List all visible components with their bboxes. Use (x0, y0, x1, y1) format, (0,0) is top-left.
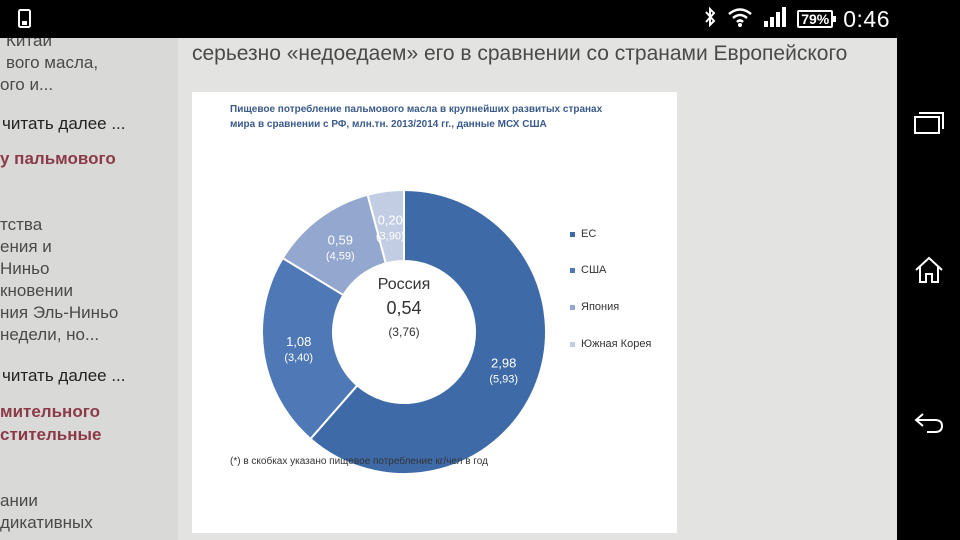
article-title-3[interactable]: мительного стительные (0, 400, 102, 446)
web-content[interactable]: Китай вого масла, ого и... читать далее … (0, 38, 897, 540)
article-excerpt-3[interactable]: ании дикативных (0, 490, 93, 534)
center-value: 0,54 (386, 298, 421, 318)
sidebar-articles[interactable]: Китай вого масла, ого и... читать далее … (0, 38, 178, 540)
excerpt-line: ния Эль-Ниньо (0, 303, 119, 322)
wifi-icon (727, 6, 753, 33)
slice-per-capita-label: (3,90) (376, 230, 405, 242)
excerpt-line: кновении (0, 281, 73, 300)
phone-icon (18, 9, 32, 34)
excerpt-line: ании (0, 491, 38, 510)
battery-icon: 79% (797, 10, 837, 28)
legend-swatch (570, 304, 575, 310)
legend-swatch (570, 267, 575, 273)
slice-per-capita-label: (3,40) (284, 352, 313, 364)
signal-icon (763, 6, 787, 33)
home-icon (915, 256, 943, 283)
legend-swatch (570, 341, 575, 347)
slice-value-label: 0,59 (328, 233, 353, 248)
chart-title-line: мира в сравнении с РФ, млн.тн. 2013/2014… (230, 119, 547, 130)
article-excerpt-1[interactable]: Китай вого масла, ого и... (0, 38, 98, 96)
legend-item-japan: Япония (570, 301, 619, 313)
donut-chart: 2,98 (5,93) 1,08 (3,40) 0,59 (4,59) 0,20 (3,90)… (261, 188, 547, 475)
recent-apps-icon (914, 112, 944, 134)
title-line: стительные (0, 425, 102, 444)
excerpt-line: дикативных (0, 513, 93, 532)
slice-per-capita-label: (4,59) (326, 251, 355, 263)
legend-label: Южная Корея (581, 338, 652, 350)
legend-item-usa: США (570, 264, 606, 276)
article-title-2[interactable]: у пальмового (0, 149, 116, 168)
home-button[interactable] (911, 252, 947, 288)
excerpt-line: тства (0, 215, 43, 234)
excerpt-line: вого масла, (6, 53, 99, 72)
title-line: мительного (0, 402, 100, 421)
status-bar: 79% 0:46 (0, 0, 960, 38)
slice-per-capita-label: (5,93) (489, 373, 518, 385)
legend-item-eu: ЕС (570, 228, 596, 240)
center-title: Россия (378, 276, 430, 293)
center-per-capita: (3,76) (388, 325, 419, 339)
excerpt-line: Китай (6, 38, 52, 50)
legend-swatch (570, 231, 575, 237)
excerpt-line: ения и (0, 237, 52, 256)
article-paragraph-line: серьезно «недоедаем» его в сравнении со … (192, 42, 848, 65)
legend-label: Япония (581, 301, 620, 313)
excerpt-line: ого и... (0, 75, 54, 94)
chart-image: Пищевое потребление пальмового масла в к… (192, 92, 677, 533)
legend-item-korea: Южная Корея (570, 338, 651, 350)
read-more-link[interactable]: читать далее ... (2, 114, 126, 133)
legend-label: США (581, 264, 607, 276)
slice-value-label: 0,20 (378, 212, 403, 227)
navigation-bar (897, 38, 960, 540)
chart-title-line: Пищевое потребление пальмового масла в к… (230, 104, 603, 115)
excerpt-line: недели, но... (0, 325, 100, 344)
back-icon (914, 413, 944, 433)
read-more-link[interactable]: читать далее ... (2, 366, 126, 385)
article-excerpt-2[interactable]: тства ения и Ниньо кновении ния Эль-Нинь… (0, 214, 118, 346)
donut-hole (333, 261, 475, 403)
recent-apps-button[interactable] (911, 105, 947, 141)
excerpt-line: Ниньо (0, 259, 50, 278)
battery-level: 79% (801, 11, 830, 27)
clock: 0:46 (843, 5, 890, 32)
back-button[interactable] (911, 404, 947, 440)
chart-footnote: (*) в скобках указано пищевое потреблени… (230, 456, 488, 467)
slice-value-label: 1,08 (286, 334, 311, 349)
chart-title: Пищевое потребление пальмового масла в к… (230, 102, 602, 132)
legend-label: ЕС (581, 228, 597, 240)
bluetooth-icon (703, 6, 717, 33)
slice-value-label: 2,98 (491, 355, 516, 370)
